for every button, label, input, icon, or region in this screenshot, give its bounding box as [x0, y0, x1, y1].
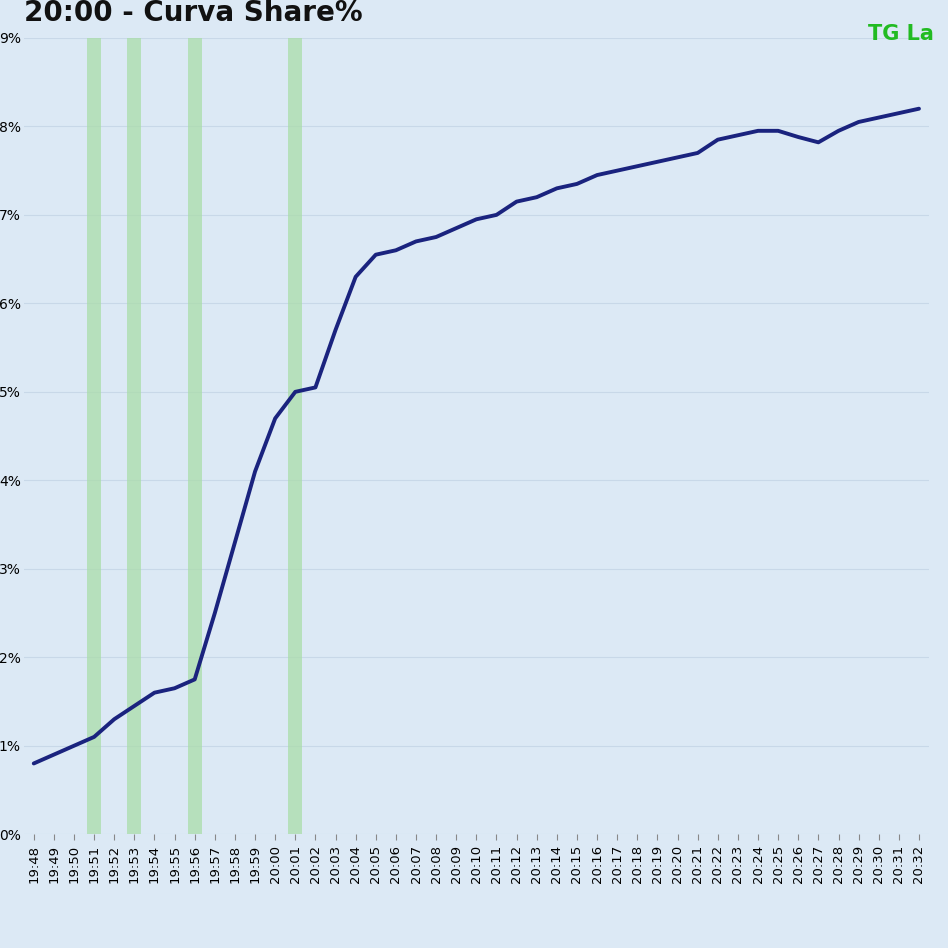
Bar: [188, 38, 202, 834]
Text: TG La: TG La: [868, 24, 934, 44]
Bar: [127, 38, 141, 834]
Bar: [288, 38, 302, 834]
Bar: [87, 38, 101, 834]
Text: 20:00 - Curva Share%: 20:00 - Curva Share%: [24, 0, 362, 27]
